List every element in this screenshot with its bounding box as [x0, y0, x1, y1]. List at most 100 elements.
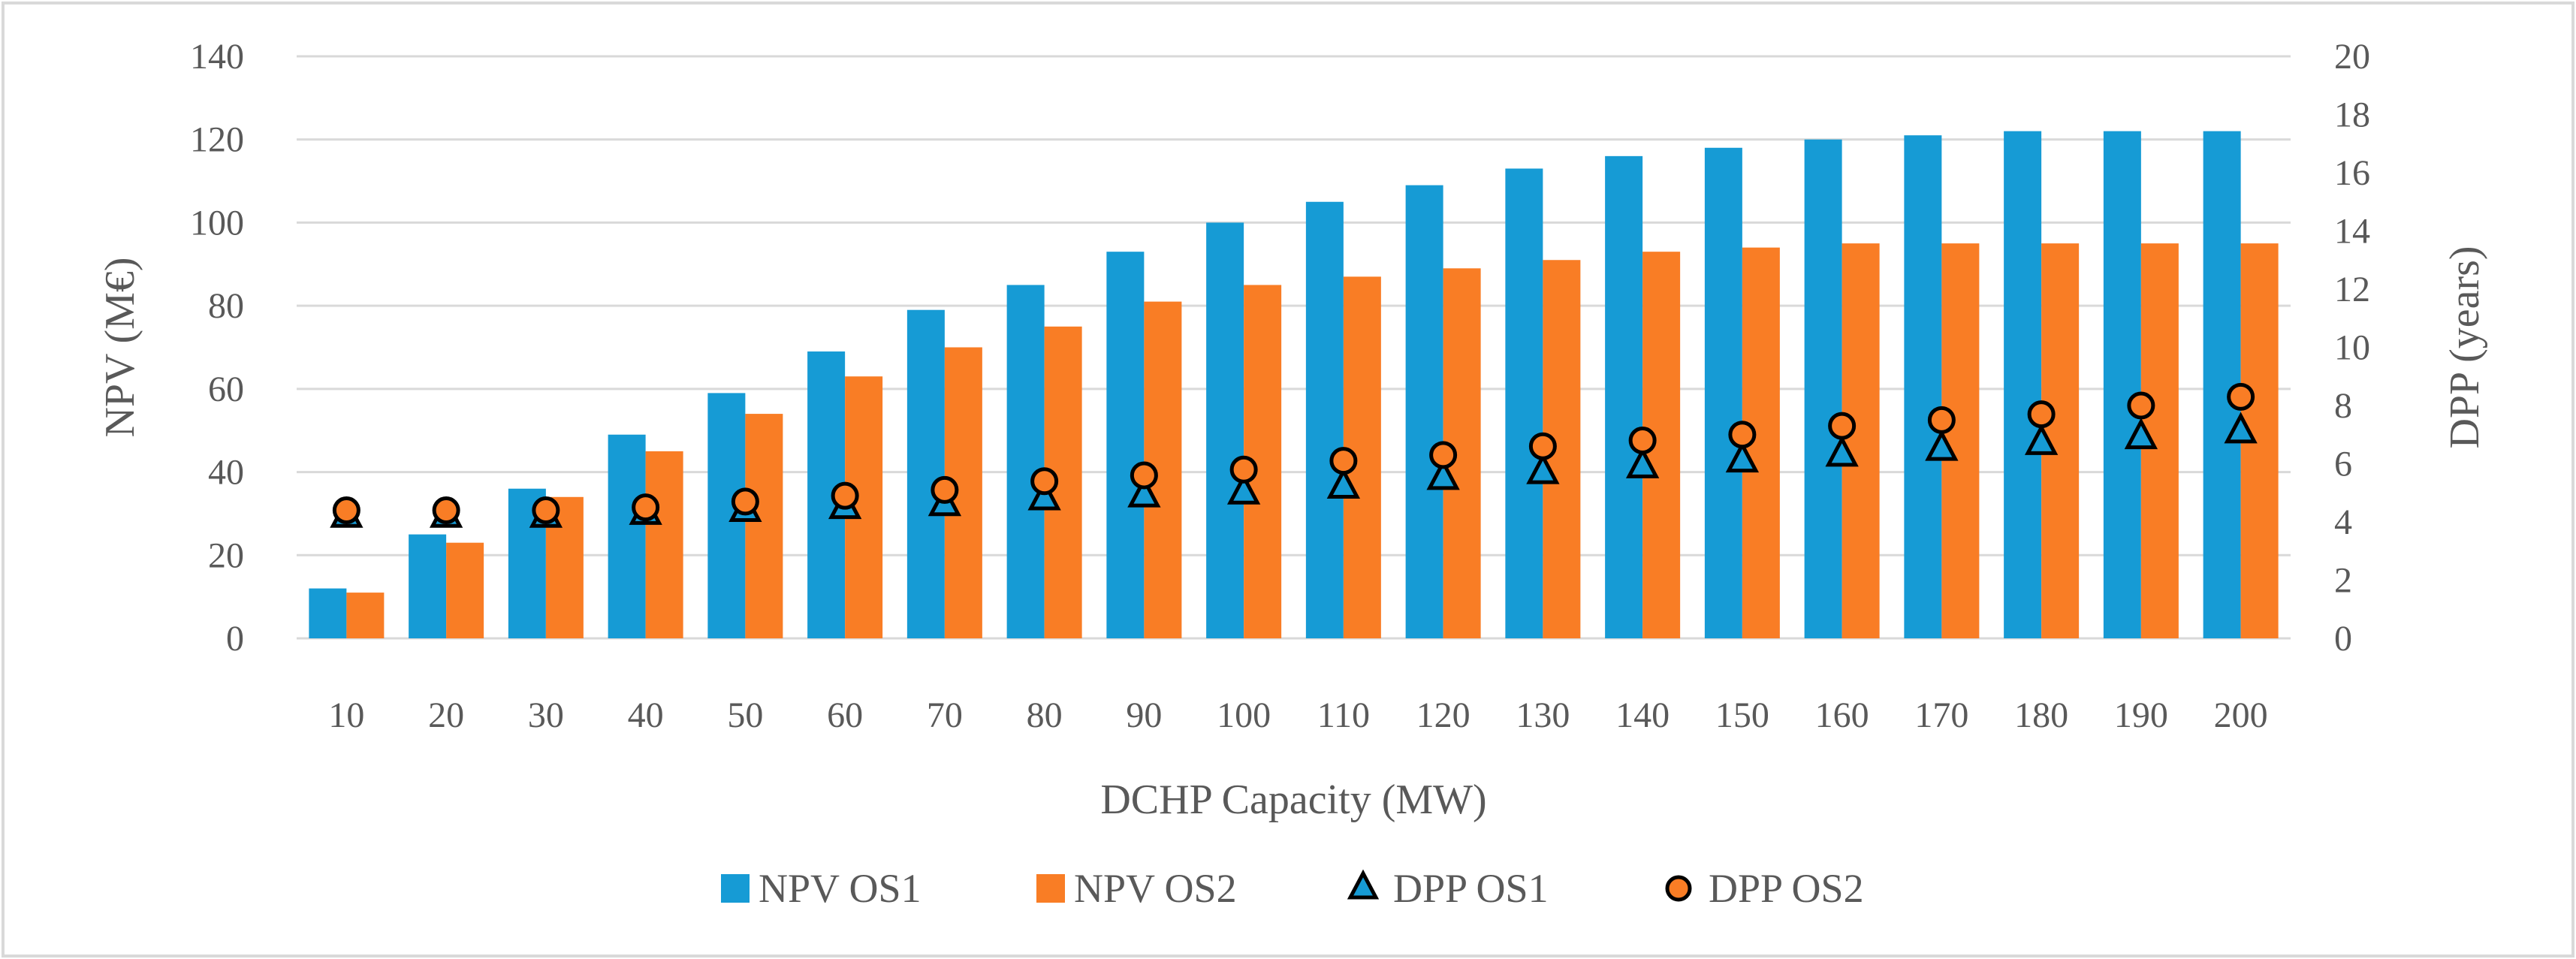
- y2-tick-label-14: 14: [2334, 212, 2370, 252]
- bar-npv-os1-10: [309, 588, 347, 638]
- marker-dpp-os1-150: [1725, 441, 1760, 473]
- bar-npv-os1-170: [1904, 135, 1942, 638]
- marker-dpp-os2-160: [1828, 412, 1857, 440]
- y2-tick-label-16: 16: [2334, 153, 2370, 193]
- bar-npv-os1-90: [1106, 252, 1145, 638]
- marker-dpp-os1-140: [1625, 447, 1660, 478]
- y-tick-label-140: 140: [190, 37, 244, 77]
- bar-npv-os1-160: [1804, 139, 1842, 638]
- x-tick-label-60: 60: [827, 695, 863, 735]
- marker-dpp-os1-120: [1426, 458, 1460, 490]
- x-tick-label-10: 10: [328, 695, 364, 735]
- marker-dpp-os2-110: [1329, 447, 1358, 475]
- marker-dpp-os1-160: [1825, 435, 1859, 467]
- marker-dpp-os2-140: [1628, 427, 1657, 454]
- marker-dpp-os1-180: [2024, 424, 2059, 455]
- legend-swatch-dpp-os1: [1347, 869, 1380, 900]
- marker-dpp-os2-100: [1229, 455, 1258, 484]
- marker-dpp-os2-120: [1429, 441, 1458, 469]
- y2-tick-label-18: 18: [2334, 95, 2370, 135]
- bar-npv-os2-20: [446, 542, 484, 638]
- x-axis-title: DCHP Capacity (MW): [1100, 777, 1486, 823]
- marker-dpp-os2-40: [632, 493, 660, 522]
- x-tick-label-160: 160: [1815, 695, 1869, 735]
- marker-dpp-os1-100: [1226, 472, 1261, 505]
- marker-dpp-os2-130: [1528, 432, 1557, 460]
- y-tick-label-120: 120: [190, 120, 244, 160]
- bar-npv-os1-80: [1006, 285, 1045, 638]
- bar-npv-os1-70: [906, 309, 945, 638]
- axes: 0 20 40 60 80 100 120 140 0 2 4 6 8 10 12 14 16 18 20 10 20 3…: [190, 37, 2370, 735]
- marker-dpp-os2-20: [432, 496, 460, 524]
- marker-dpp-os2-30: [532, 496, 560, 524]
- x-tick-label-140: 140: [1615, 695, 1670, 735]
- bar-npv-os1-120: [1405, 185, 1443, 638]
- marker-dpp-os1-170: [1925, 429, 1959, 461]
- x-tick-label-90: 90: [1126, 695, 1162, 735]
- x-tick-label-130: 130: [1516, 695, 1570, 735]
- bar-npv-os2-170: [1941, 243, 1980, 638]
- y2-tick-label-2: 2: [2334, 561, 2352, 601]
- legend-swatch-npv-os1: [721, 874, 750, 903]
- bar-npv-os1-140: [1605, 155, 1643, 638]
- x-tick-label-120: 120: [1416, 695, 1470, 735]
- marker-dpp-os1-130: [1526, 452, 1560, 484]
- bars: [309, 131, 2279, 639]
- marker-dpp-os1-80: [1027, 478, 1061, 511]
- y-tick-label-60: 60: [208, 369, 244, 409]
- legend-label-dpp-os1: DPP OS1: [1393, 866, 1549, 911]
- x-tick-label-50: 50: [727, 695, 763, 735]
- bar-npv-os1-110: [1305, 201, 1344, 638]
- marker-dpp-os2-190: [2127, 391, 2155, 420]
- y2-axis-title: DPP (years): [2442, 246, 2488, 448]
- y2-tick-label-8: 8: [2334, 386, 2352, 426]
- bar-npv-os2-160: [1842, 243, 1880, 638]
- x-tick-label-200: 200: [2214, 695, 2268, 735]
- y-tick-label-40: 40: [208, 453, 244, 493]
- marker-dpp-os2-80: [1030, 467, 1059, 496]
- legend-label-npv-os1: NPV OS1: [759, 866, 922, 911]
- y-axis-title: NPV (M€): [97, 257, 143, 437]
- marker-dpp-os2-90: [1130, 461, 1158, 490]
- y2-tick-label-0: 0: [2334, 619, 2352, 659]
- x-tick-label-180: 180: [2014, 695, 2068, 735]
- x-tick-label-30: 30: [528, 695, 564, 735]
- bar-npv-os1-130: [1505, 168, 1543, 638]
- y2-tick-label-20: 20: [2334, 37, 2370, 77]
- y-tick-label-0: 0: [226, 619, 244, 659]
- x-tick-label-20: 20: [428, 695, 464, 735]
- y-tick-label-80: 80: [208, 286, 244, 326]
- x-tick-label-40: 40: [628, 695, 664, 735]
- marker-dpp-os1-200: [2224, 412, 2258, 444]
- marker-dpp-os2-70: [931, 475, 959, 504]
- marker-dpp-os2-150: [1728, 421, 1757, 449]
- x-tick-label-170: 170: [1914, 695, 1968, 735]
- y-tick-label-100: 100: [190, 203, 244, 243]
- bar-npv-os1-180: [2004, 131, 2042, 639]
- bar-npv-os1-150: [1704, 147, 1742, 639]
- y2-tick-label-4: 4: [2334, 502, 2352, 542]
- y2-tick-label-6: 6: [2334, 445, 2352, 484]
- x-tick-label-100: 100: [1217, 695, 1271, 735]
- marker-dpp-os2-180: [2027, 400, 2056, 429]
- marker-dpp-os1-190: [2124, 418, 2158, 450]
- x-tick-label-150: 150: [1715, 695, 1769, 735]
- bar-npv-os1-100: [1206, 222, 1244, 638]
- bar-npv-os2-10: [346, 593, 385, 638]
- marker-dpp-os2-200: [2227, 382, 2255, 411]
- marker-dpp-os2-50: [731, 487, 759, 516]
- legend-label-dpp-os2: DPP OS2: [1709, 866, 1864, 911]
- marker-dpp-os1-110: [1326, 467, 1361, 499]
- legend: NPV OS1 NPV OS2 DPP OS1 DPP OS2: [721, 866, 1864, 911]
- legend-label-npv-os2: NPV OS2: [1074, 866, 1237, 911]
- y2-tick-label-12: 12: [2334, 270, 2370, 309]
- marker-dpp-os1-90: [1127, 475, 1161, 508]
- x-tick-label-110: 110: [1317, 695, 1370, 735]
- legend-swatch-dpp-os2: [1665, 875, 1692, 902]
- bar-npv-os2-40: [645, 451, 683, 638]
- marker-dpp-os2-170: [1927, 406, 1956, 434]
- marker-dpp-os2-60: [831, 481, 859, 510]
- bar-npv-os1-40: [608, 434, 646, 638]
- bar-npv-os1-190: [2103, 131, 2141, 639]
